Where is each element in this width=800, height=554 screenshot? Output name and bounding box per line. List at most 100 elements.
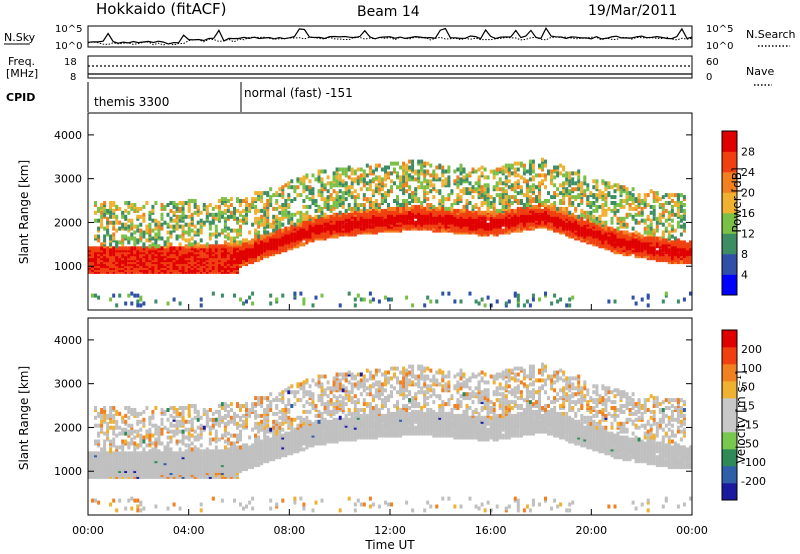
- noise-tick-low-left: 10^0: [55, 41, 82, 52]
- velocity-cell: [178, 451, 182, 456]
- power-cell: [326, 175, 330, 180]
- power-cell: [507, 203, 511, 207]
- power-cell: [181, 252, 185, 257]
- velocity-cell: [151, 409, 155, 414]
- power-cell: [332, 197, 336, 202]
- power-cell: [384, 208, 387, 213]
- power-cell: [516, 303, 520, 308]
- power-cell: [371, 189, 375, 194]
- velocity-cell: [115, 409, 119, 414]
- power-cell: [583, 224, 587, 229]
- power-cell: [187, 252, 191, 257]
- power-cell: [229, 210, 233, 215]
- power-cell: [263, 203, 267, 207]
- power-cell: [631, 201, 635, 205]
- power-cell: [257, 208, 261, 213]
- power-cell: [643, 203, 647, 207]
- power-cell: [504, 301, 508, 306]
- power-cell: [574, 181, 578, 186]
- power-cell: [254, 216, 258, 221]
- power-cell: [169, 234, 173, 239]
- power-cell: [97, 295, 101, 300]
- power-cell: [583, 214, 587, 219]
- velocity-cell: [142, 435, 146, 440]
- power-cell: [157, 224, 161, 229]
- power-cell: [199, 210, 203, 215]
- velocity-cell: [115, 445, 119, 450]
- power-cell: [556, 299, 560, 304]
- power-cell: [414, 204, 418, 209]
- power-cell: [559, 297, 563, 302]
- power-cell: [405, 295, 409, 300]
- power-cell: [314, 208, 318, 213]
- power-cell: [257, 234, 261, 239]
- velocity-cell: [181, 406, 185, 410]
- power-cell: [610, 208, 614, 213]
- power-cell: [266, 203, 270, 207]
- velocity-cell: [166, 441, 170, 446]
- power-cell: [118, 246, 122, 251]
- velocity-cell: [151, 413, 155, 418]
- nave-tick-high: 60: [706, 57, 719, 68]
- power-cell: [320, 177, 324, 182]
- power-cell: [359, 173, 363, 178]
- power-cell: [347, 291, 351, 296]
- power-cell: [468, 210, 472, 215]
- power-cell: [323, 197, 327, 202]
- power-cell: [380, 218, 384, 223]
- power-cell: [290, 199, 294, 203]
- power-cell: [495, 299, 499, 304]
- power-cell: [628, 212, 632, 217]
- power-cell: [335, 201, 339, 205]
- power-cell: [661, 238, 665, 243]
- power-cell: [661, 206, 665, 211]
- power-cell: [423, 173, 427, 178]
- power-cell: [655, 220, 659, 225]
- power-cell: [550, 195, 554, 200]
- power-cell: [553, 201, 557, 205]
- power-cell: [151, 218, 155, 223]
- power-cell: [610, 185, 614, 190]
- power-cell: [535, 195, 538, 200]
- power-cell: [601, 220, 605, 225]
- power-cell: [664, 254, 668, 259]
- power-cell: [589, 210, 593, 215]
- velocity-cell: [91, 451, 94, 456]
- power-cell: [447, 165, 451, 170]
- power-cell: [239, 199, 242, 203]
- power-cell: [208, 252, 212, 257]
- velocity-cell: [169, 406, 173, 410]
- power-cell: [121, 234, 125, 239]
- power-cell: [362, 203, 366, 207]
- power-cell: [217, 244, 221, 249]
- power-cell: [223, 208, 227, 213]
- power-cell: [592, 179, 596, 184]
- power-cell: [604, 220, 608, 225]
- power-cell: [562, 165, 566, 170]
- velocity-cell: [166, 408, 170, 412]
- power-cell: [332, 175, 336, 180]
- power-cell: [519, 161, 523, 166]
- power-cell: [556, 206, 560, 211]
- power-cell: [184, 252, 188, 257]
- power-cell: [106, 208, 110, 213]
- velocity-cell: [94, 423, 97, 428]
- velocity-cell: [112, 437, 116, 442]
- power-cell: [278, 193, 282, 198]
- power-cell: [441, 206, 445, 211]
- power-cell: [130, 291, 134, 296]
- power-cell: [531, 293, 535, 298]
- power-cell: [429, 299, 433, 304]
- power-cell: [368, 165, 372, 170]
- power-cell: [610, 201, 614, 205]
- power-cell: [513, 167, 517, 172]
- power-cell: [374, 163, 378, 168]
- power-cell: [242, 214, 245, 219]
- power-cell: [251, 301, 255, 306]
- power-cell: [136, 238, 140, 243]
- power-cell: [541, 165, 544, 170]
- power-cell: [390, 297, 393, 302]
- power-cell: [613, 242, 617, 247]
- power-cell: [601, 179, 605, 184]
